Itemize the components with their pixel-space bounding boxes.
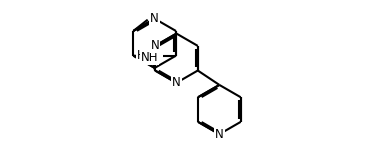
Text: N: N	[172, 76, 181, 89]
Text: NH: NH	[141, 51, 159, 64]
Text: N: N	[150, 12, 159, 25]
Text: H₂N: H₂N	[137, 49, 159, 62]
Text: N: N	[151, 39, 159, 52]
Text: N: N	[215, 128, 224, 141]
